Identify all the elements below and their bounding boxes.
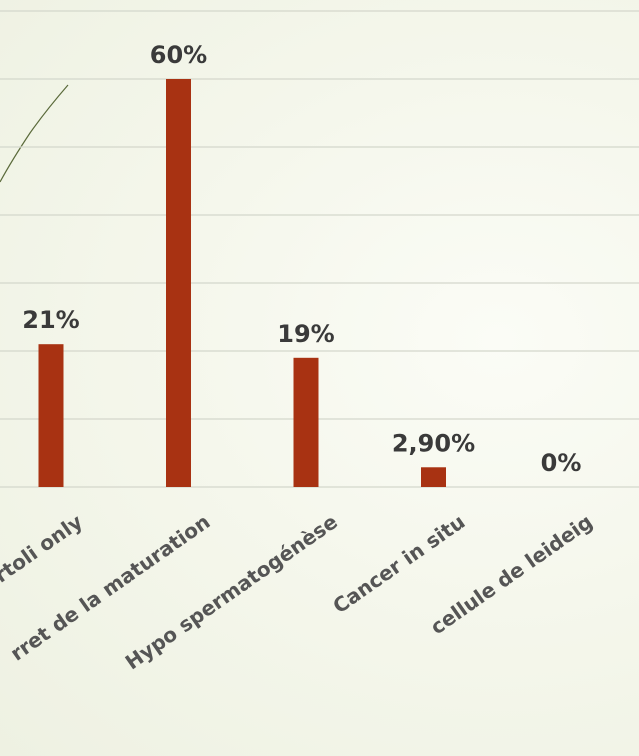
bar [421,467,446,487]
category-label: rret de la maturation [6,509,215,665]
category-label: Hypo spermatogénèse [121,509,342,674]
gridlines [0,10,639,488]
decorative-curve [0,84,69,183]
data-label: 0% [541,449,582,477]
data-label: 21% [22,306,79,334]
data-labels: 21% 60% 19% 2,90% 0% [22,41,581,477]
bar [38,344,64,487]
decorative-line [0,84,69,183]
bar [293,357,319,487]
category-label: Cancer in situ [328,509,469,618]
bars [38,79,446,487]
data-label: 19% [277,320,334,348]
data-label: 2,90% [392,429,475,457]
data-label: 60% [150,41,207,69]
category-label: rtoli only [0,509,87,587]
bar [166,79,191,487]
